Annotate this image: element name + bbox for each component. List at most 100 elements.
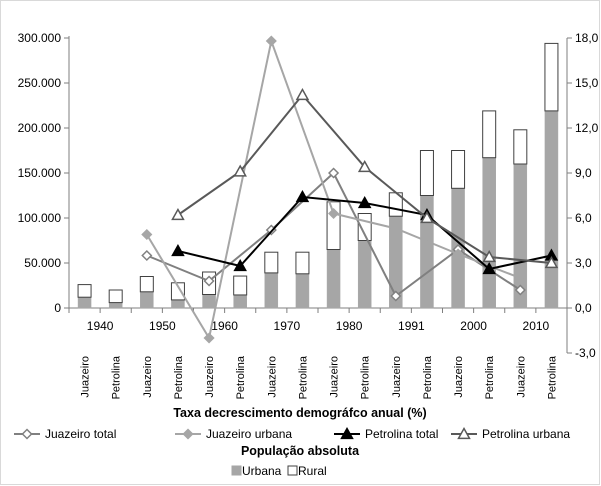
bar-urbana	[264, 272, 279, 309]
legend-label-juazeiro-urbana: Juazeiro urbana	[206, 427, 292, 441]
category-label: Juazeiro	[391, 356, 403, 398]
right-axis-tick-label: 6,0	[575, 211, 592, 225]
legend-label-urbana: Urbana	[242, 464, 282, 478]
line-legend-title: Taxa decrescimento demográfco anual (%)	[173, 406, 426, 420]
legend-label-petrolina-total: Petrolina total	[365, 427, 438, 441]
legend-label-juazeiro-total: Juazeiro total	[45, 427, 116, 441]
bar-urbana	[357, 240, 372, 309]
category-label: Juazeiro	[515, 356, 527, 398]
point-petrolina-total	[295, 189, 310, 203]
legend-swatch-rural	[287, 465, 298, 476]
bar-rural	[295, 251, 310, 275]
point-petrolina-urbana	[295, 87, 310, 101]
category-label: Petrolina	[422, 355, 434, 399]
point-juazeiro-total	[514, 284, 526, 296]
bar-urbana	[295, 273, 310, 309]
bar-rural	[233, 275, 248, 296]
point-petrolina-urbana	[544, 255, 559, 269]
bar-legend-title: População absoluta	[241, 444, 360, 458]
point-petrolina-urbana	[482, 249, 496, 263]
year-label: 1991	[398, 319, 425, 333]
bar-urbana	[326, 249, 341, 309]
year-label: 2000	[460, 319, 487, 333]
left-axis-tick-label: 100.000	[18, 211, 62, 225]
legend-marker-petrolina-total	[340, 426, 354, 440]
right-axis-tick-label: 15,0	[575, 76, 599, 90]
point-juazeiro-total	[328, 167, 340, 179]
left-axis-tick-label: 300.000	[18, 31, 62, 45]
point-juazeiro-urbana	[452, 248, 464, 260]
right-axis-tick-label: -3,0	[575, 346, 596, 360]
right-axis-tick-label: 9,0	[575, 166, 592, 180]
legend-label-petrolina-urbana: Petrolina urbana	[482, 427, 570, 441]
legend-marker-petrolina-urbana	[457, 426, 471, 440]
point-petrolina-urbana	[233, 164, 247, 177]
bar-urbana	[482, 157, 496, 309]
point-juazeiro-urbana	[265, 35, 277, 47]
category-label: Petrolina	[297, 355, 309, 399]
point-petrolina-total	[482, 261, 496, 275]
point-juazeiro-urbana	[203, 332, 215, 344]
category-label: Petrolina	[111, 355, 123, 399]
category-label: Juazeiro	[142, 356, 154, 398]
bar-rural	[451, 150, 466, 189]
left-axis-tick-label: 250.000	[18, 76, 62, 90]
legend-swatch-urbana	[231, 465, 242, 476]
bar-rural	[419, 150, 434, 196]
right-axis-tick-label: 18,0	[575, 31, 599, 45]
point-juazeiro-urbana	[514, 272, 526, 284]
year-label: 1980	[336, 319, 363, 333]
bar-urbana	[202, 294, 216, 309]
left-axis-tick-label: 200.000	[18, 121, 62, 135]
point-petrolina-total	[357, 195, 372, 209]
year-label: 1960	[211, 319, 238, 333]
bar-urbana	[140, 291, 154, 309]
year-label: 1950	[149, 319, 176, 333]
category-label: Petrolina	[484, 355, 496, 399]
legend-label-rural: Rural	[298, 464, 327, 478]
point-juazeiro-urbana	[141, 228, 153, 241]
bar-rural	[544, 42, 559, 112]
category-label: Petrolina	[235, 355, 247, 399]
category-label: Juazeiro	[453, 356, 465, 398]
right-axis-tick-label: 12,0	[575, 121, 599, 135]
category-label: Juazeiro	[266, 356, 278, 398]
legend-marker-juazeiro-total	[21, 428, 33, 440]
year-label: 1940	[87, 319, 114, 333]
category-label: Juazeiro	[80, 356, 92, 398]
point-juazeiro-urbana	[328, 207, 340, 220]
bar-rural	[108, 289, 123, 304]
bar-rural	[139, 276, 154, 293]
point-juazeiro-urbana	[390, 222, 402, 235]
category-label: Petrolina	[173, 355, 185, 399]
point-petrolina-urbana	[357, 159, 372, 173]
bar-rural	[513, 129, 528, 165]
bar-urbana	[77, 296, 92, 309]
bar-urbana	[233, 294, 247, 309]
bar-rural	[170, 282, 185, 301]
point-petrolina-total	[171, 243, 185, 257]
bar-rural	[482, 110, 497, 159]
point-juazeiro-total	[390, 290, 402, 302]
left-axis-tick-label: 50.000	[24, 256, 61, 270]
point-petrolina-total	[233, 258, 247, 272]
point-petrolina-urbana	[420, 210, 434, 224]
category-label: Petrolina	[360, 355, 372, 399]
right-axis-tick-label: 0,0	[575, 301, 592, 315]
year-label: 2010	[523, 319, 550, 333]
legend-marker-juazeiro-urbana	[182, 428, 194, 440]
bar-rural	[77, 284, 92, 298]
point-petrolina-urbana	[171, 207, 185, 221]
bar-rural	[264, 251, 279, 274]
left-axis-tick-label: 150.000	[18, 166, 62, 180]
year-label: 1970	[274, 319, 301, 333]
point-juazeiro-total	[141, 249, 153, 262]
point-juazeiro-total	[203, 275, 215, 287]
category-label: Juazeiro	[329, 356, 341, 398]
right-axis-tick-label: 3,0	[575, 256, 592, 270]
left-axis-tick-label: 0	[54, 301, 61, 315]
bar-urbana	[108, 302, 123, 309]
